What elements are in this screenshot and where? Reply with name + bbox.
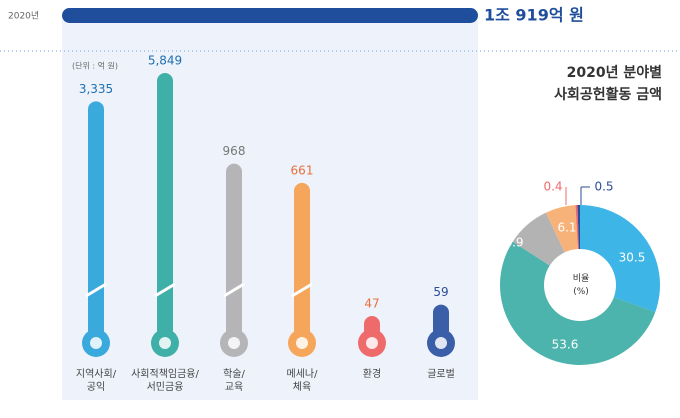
break-mark — [154, 282, 176, 298]
bar — [157, 73, 173, 339]
slice-label: 53.6 — [552, 338, 579, 352]
x-tick-label: 메세나/ 체육 — [286, 369, 318, 393]
value-label: 59 — [433, 285, 448, 299]
value-label: 5,849 — [148, 54, 182, 68]
bar — [294, 182, 310, 338]
x-tick-label: 학술/ 교육 — [223, 369, 245, 393]
total: 1조 919억 원 — [484, 6, 584, 25]
x-tick-label: 사회적책임금융/ 서민금융 — [131, 369, 199, 393]
pie-slice — [577, 205, 580, 250]
bar — [226, 163, 242, 338]
bars: 3,335 5,849 968 661 47 59 — [79, 54, 455, 357]
slice-label: 0.5 — [594, 180, 613, 194]
pie-slice — [575, 205, 579, 250]
icon-inner — [228, 337, 240, 349]
break-mark — [223, 282, 245, 298]
break-mark — [85, 282, 107, 298]
icon-inner — [435, 337, 447, 349]
pie-slice — [512, 212, 565, 266]
value-label: 3,335 — [79, 82, 113, 96]
pie-center-label: 비율 (%) — [572, 274, 590, 297]
bar — [88, 101, 104, 338]
pie: 30.5 53.6 8.9 6.1 0.4 0.5 — [500, 180, 660, 365]
pie-slice — [500, 241, 656, 365]
icon-inner — [90, 337, 102, 349]
x-tick-label: 환경 — [362, 369, 382, 380]
panel — [62, 20, 478, 400]
x-tick-label: 지역사회/ 공익 — [75, 369, 117, 393]
icon-inner — [159, 337, 171, 349]
year: 2020년 — [8, 11, 39, 22]
value-label: 968 — [223, 144, 246, 158]
slice-label: 0.4 — [543, 180, 562, 194]
total-bar — [62, 8, 478, 23]
pie-slice — [580, 205, 660, 313]
value-label: 661 — [291, 163, 314, 177]
unit: (단위 : 억 원) — [72, 61, 118, 71]
value-label: 47 — [364, 297, 379, 311]
icon-inner — [296, 337, 308, 349]
pie-hole — [550, 255, 610, 315]
slice-label: 30.5 — [619, 251, 646, 265]
slice-label: 6.1 — [557, 221, 576, 235]
break-mark — [291, 282, 313, 298]
icon-inner — [366, 337, 378, 349]
pie-slice — [545, 205, 578, 253]
x-tick-label: 글로벌 — [427, 369, 455, 380]
slice-label: 8.9 — [504, 236, 523, 250]
pie-title: 2020년 분야별 사회공헌활동 금액 — [554, 65, 662, 103]
